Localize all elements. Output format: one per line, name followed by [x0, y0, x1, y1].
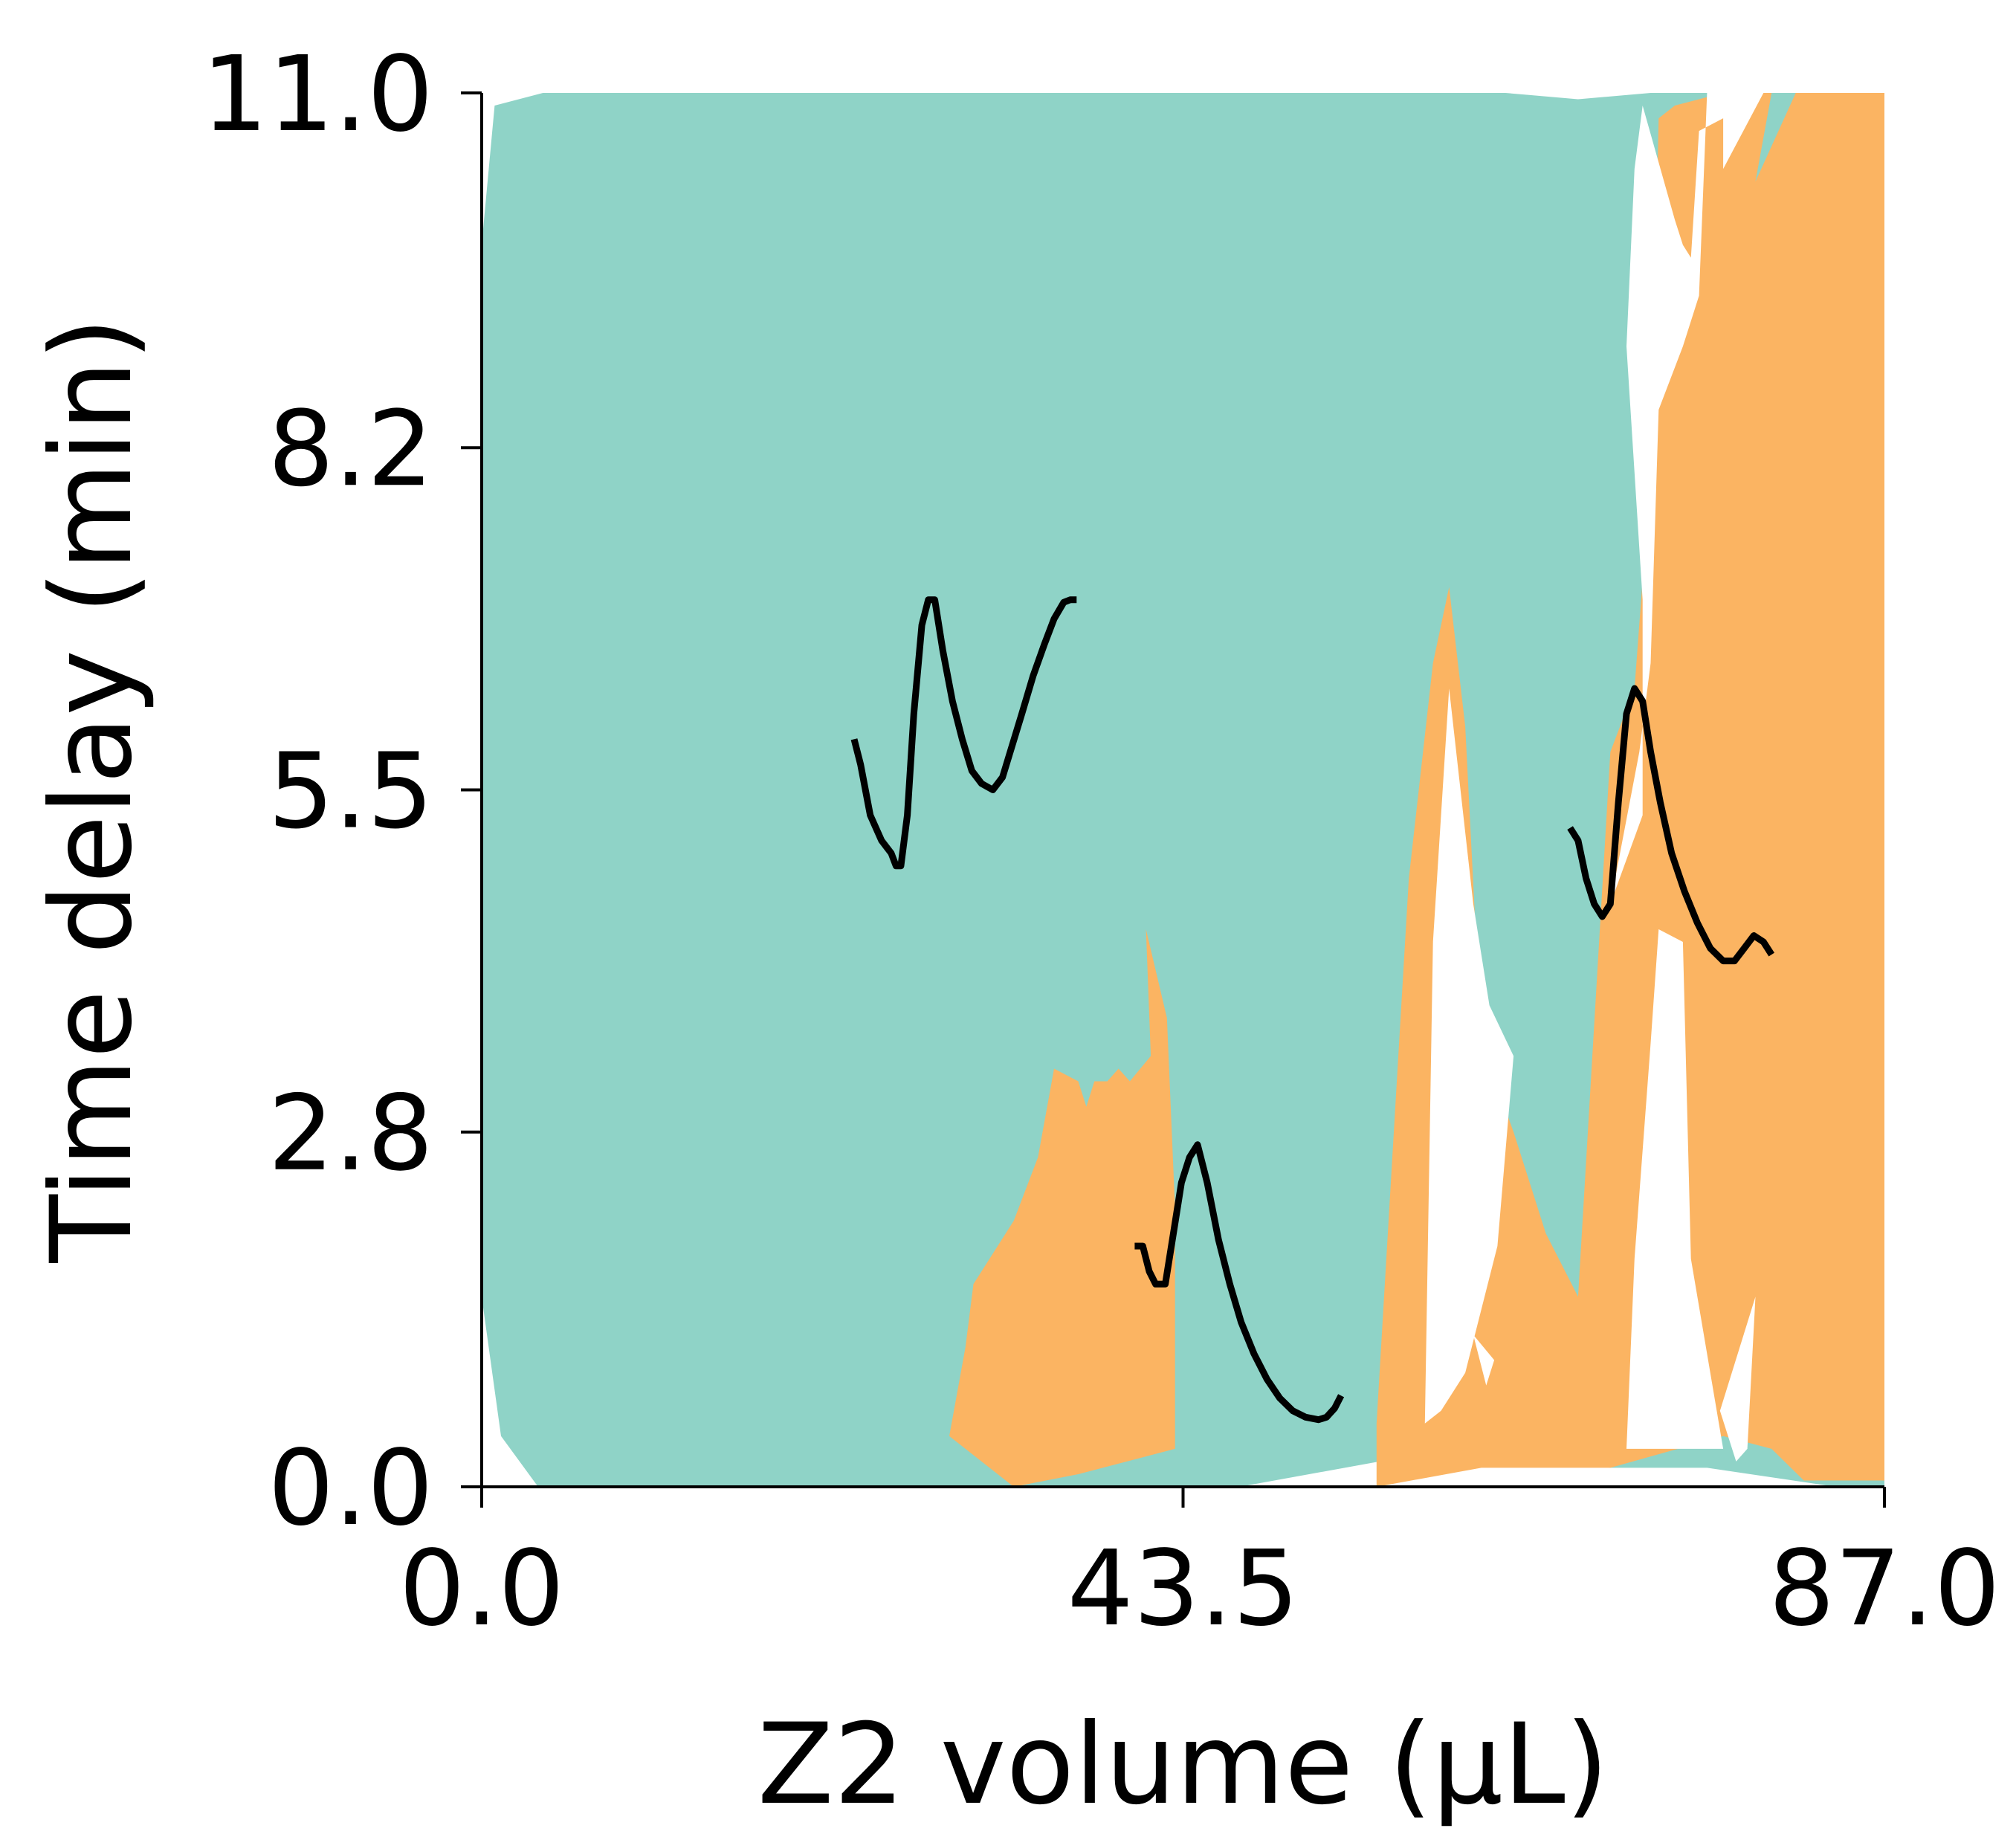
y-tick-label: 8.2 — [268, 389, 433, 510]
filled-regions — [482, 93, 1884, 1487]
y-tick-label: 11.0 — [201, 34, 433, 155]
y-tick-label: 0.0 — [268, 1428, 433, 1549]
trace-lines — [850, 596, 1774, 1424]
region-region_a-0 — [482, 93, 1884, 1487]
region-background-3 — [1719, 1297, 1756, 1462]
trace-line-1 — [1134, 1141, 1345, 1424]
trace-line-2 — [1567, 685, 1774, 965]
region-background-4 — [1473, 1334, 1495, 1386]
plot-area — [482, 93, 1884, 1487]
x-tick-label: 87.0 — [1768, 1528, 2000, 1650]
region-background-2 — [1626, 929, 1724, 1449]
y-axis-title: Time delay (min) — [28, 317, 157, 1263]
x-tick-label: 0.0 — [399, 1528, 565, 1650]
axes: 0.0 2.8 5.5 8.2 11.0 0.0 43.5 87.0 — [201, 34, 2000, 1650]
y-ticks: 0.0 2.8 5.5 8.2 11.0 — [201, 34, 482, 1549]
region-background-0 — [1424, 688, 1514, 1424]
y-tick-label: 5.5 — [268, 732, 433, 853]
x-axis-title: Z2 volume (μL) — [757, 1700, 1609, 1830]
region-region_b-0 — [949, 929, 1175, 1487]
x-ticks: 0.0 43.5 87.0 — [399, 1487, 2000, 1650]
trace-line-0 — [850, 596, 1077, 870]
y-tick-label: 2.8 — [268, 1073, 433, 1195]
x-tick-label: 43.5 — [1067, 1528, 1299, 1650]
region-background-1 — [1610, 93, 1772, 904]
